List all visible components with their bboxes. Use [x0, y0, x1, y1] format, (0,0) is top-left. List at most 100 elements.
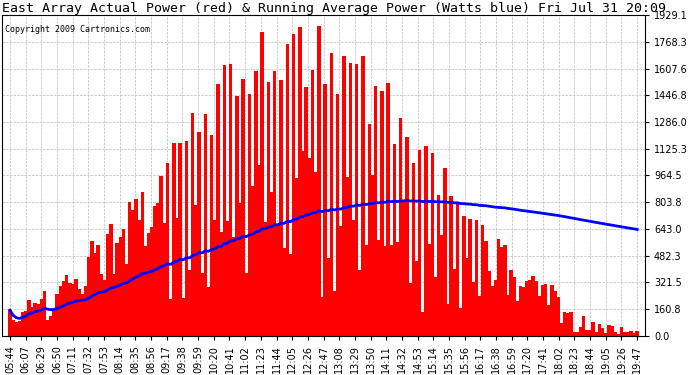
Bar [219, 232, 223, 336]
Bar [506, 295, 510, 336]
Bar [169, 299, 172, 336]
Bar [286, 44, 289, 336]
Bar [216, 84, 219, 336]
Bar [635, 331, 639, 336]
Bar [377, 240, 380, 336]
Bar [141, 192, 144, 336]
Bar [434, 277, 437, 336]
Bar [629, 331, 633, 336]
Bar [68, 283, 72, 336]
Bar [443, 168, 446, 336]
Bar [465, 258, 469, 336]
Bar [595, 332, 598, 336]
Bar [194, 204, 197, 336]
Bar [333, 291, 336, 336]
Bar [427, 244, 431, 336]
Bar [538, 296, 541, 336]
Bar [613, 333, 617, 336]
Bar [97, 244, 100, 336]
Bar [207, 287, 210, 336]
Bar [264, 222, 267, 336]
Bar [383, 246, 386, 336]
Bar [14, 322, 18, 336]
Bar [626, 332, 629, 336]
Bar [235, 96, 239, 336]
Bar [402, 201, 406, 336]
Bar [446, 304, 450, 336]
Bar [632, 333, 635, 336]
Bar [320, 297, 324, 336]
Bar [213, 220, 217, 336]
Bar [106, 234, 109, 336]
Bar [62, 281, 66, 336]
Bar [358, 270, 362, 336]
Bar [390, 245, 393, 336]
Bar [159, 177, 163, 336]
Bar [137, 220, 141, 336]
Bar [121, 230, 125, 336]
Bar [77, 289, 81, 336]
Bar [336, 94, 339, 336]
Bar [352, 220, 355, 336]
Bar [368, 124, 371, 336]
Bar [348, 63, 352, 336]
Bar [295, 178, 299, 336]
Bar [8, 310, 12, 336]
Bar [547, 305, 551, 336]
Bar [525, 280, 529, 336]
Bar [620, 327, 623, 336]
Bar [418, 150, 422, 336]
Bar [302, 152, 305, 336]
Bar [254, 70, 257, 336]
Bar [598, 324, 601, 336]
Bar [144, 246, 147, 336]
Bar [276, 225, 279, 336]
Bar [573, 332, 576, 336]
Bar [93, 254, 97, 336]
Bar [503, 245, 506, 336]
Bar [610, 326, 613, 336]
Bar [440, 235, 444, 336]
Bar [282, 248, 286, 336]
Bar [251, 186, 255, 336]
Bar [601, 328, 604, 336]
Bar [273, 70, 277, 336]
Bar [314, 172, 317, 336]
Bar [188, 270, 191, 336]
Bar [623, 332, 627, 336]
Bar [535, 280, 538, 336]
Bar [515, 301, 519, 336]
Bar [125, 264, 128, 336]
Bar [308, 158, 311, 336]
Bar [115, 243, 119, 336]
Bar [292, 34, 295, 336]
Bar [185, 141, 188, 336]
Bar [65, 275, 68, 336]
Bar [582, 316, 585, 336]
Bar [487, 271, 491, 336]
Bar [59, 286, 62, 336]
Bar [471, 282, 475, 336]
Bar [380, 91, 384, 336]
Bar [33, 303, 37, 336]
Bar [551, 285, 554, 336]
Bar [497, 239, 500, 336]
Bar [210, 135, 213, 336]
Bar [412, 163, 415, 336]
Bar [21, 312, 24, 336]
Bar [223, 65, 226, 336]
Bar [131, 210, 135, 336]
Bar [163, 223, 166, 336]
Bar [421, 312, 424, 336]
Bar [330, 53, 333, 336]
Bar [40, 299, 43, 336]
Bar [270, 192, 273, 336]
Bar [408, 283, 412, 336]
Bar [191, 112, 195, 336]
Bar [575, 332, 579, 336]
Bar [326, 258, 330, 336]
Bar [179, 143, 182, 336]
Bar [346, 177, 349, 336]
Bar [324, 84, 327, 336]
Bar [339, 226, 343, 336]
